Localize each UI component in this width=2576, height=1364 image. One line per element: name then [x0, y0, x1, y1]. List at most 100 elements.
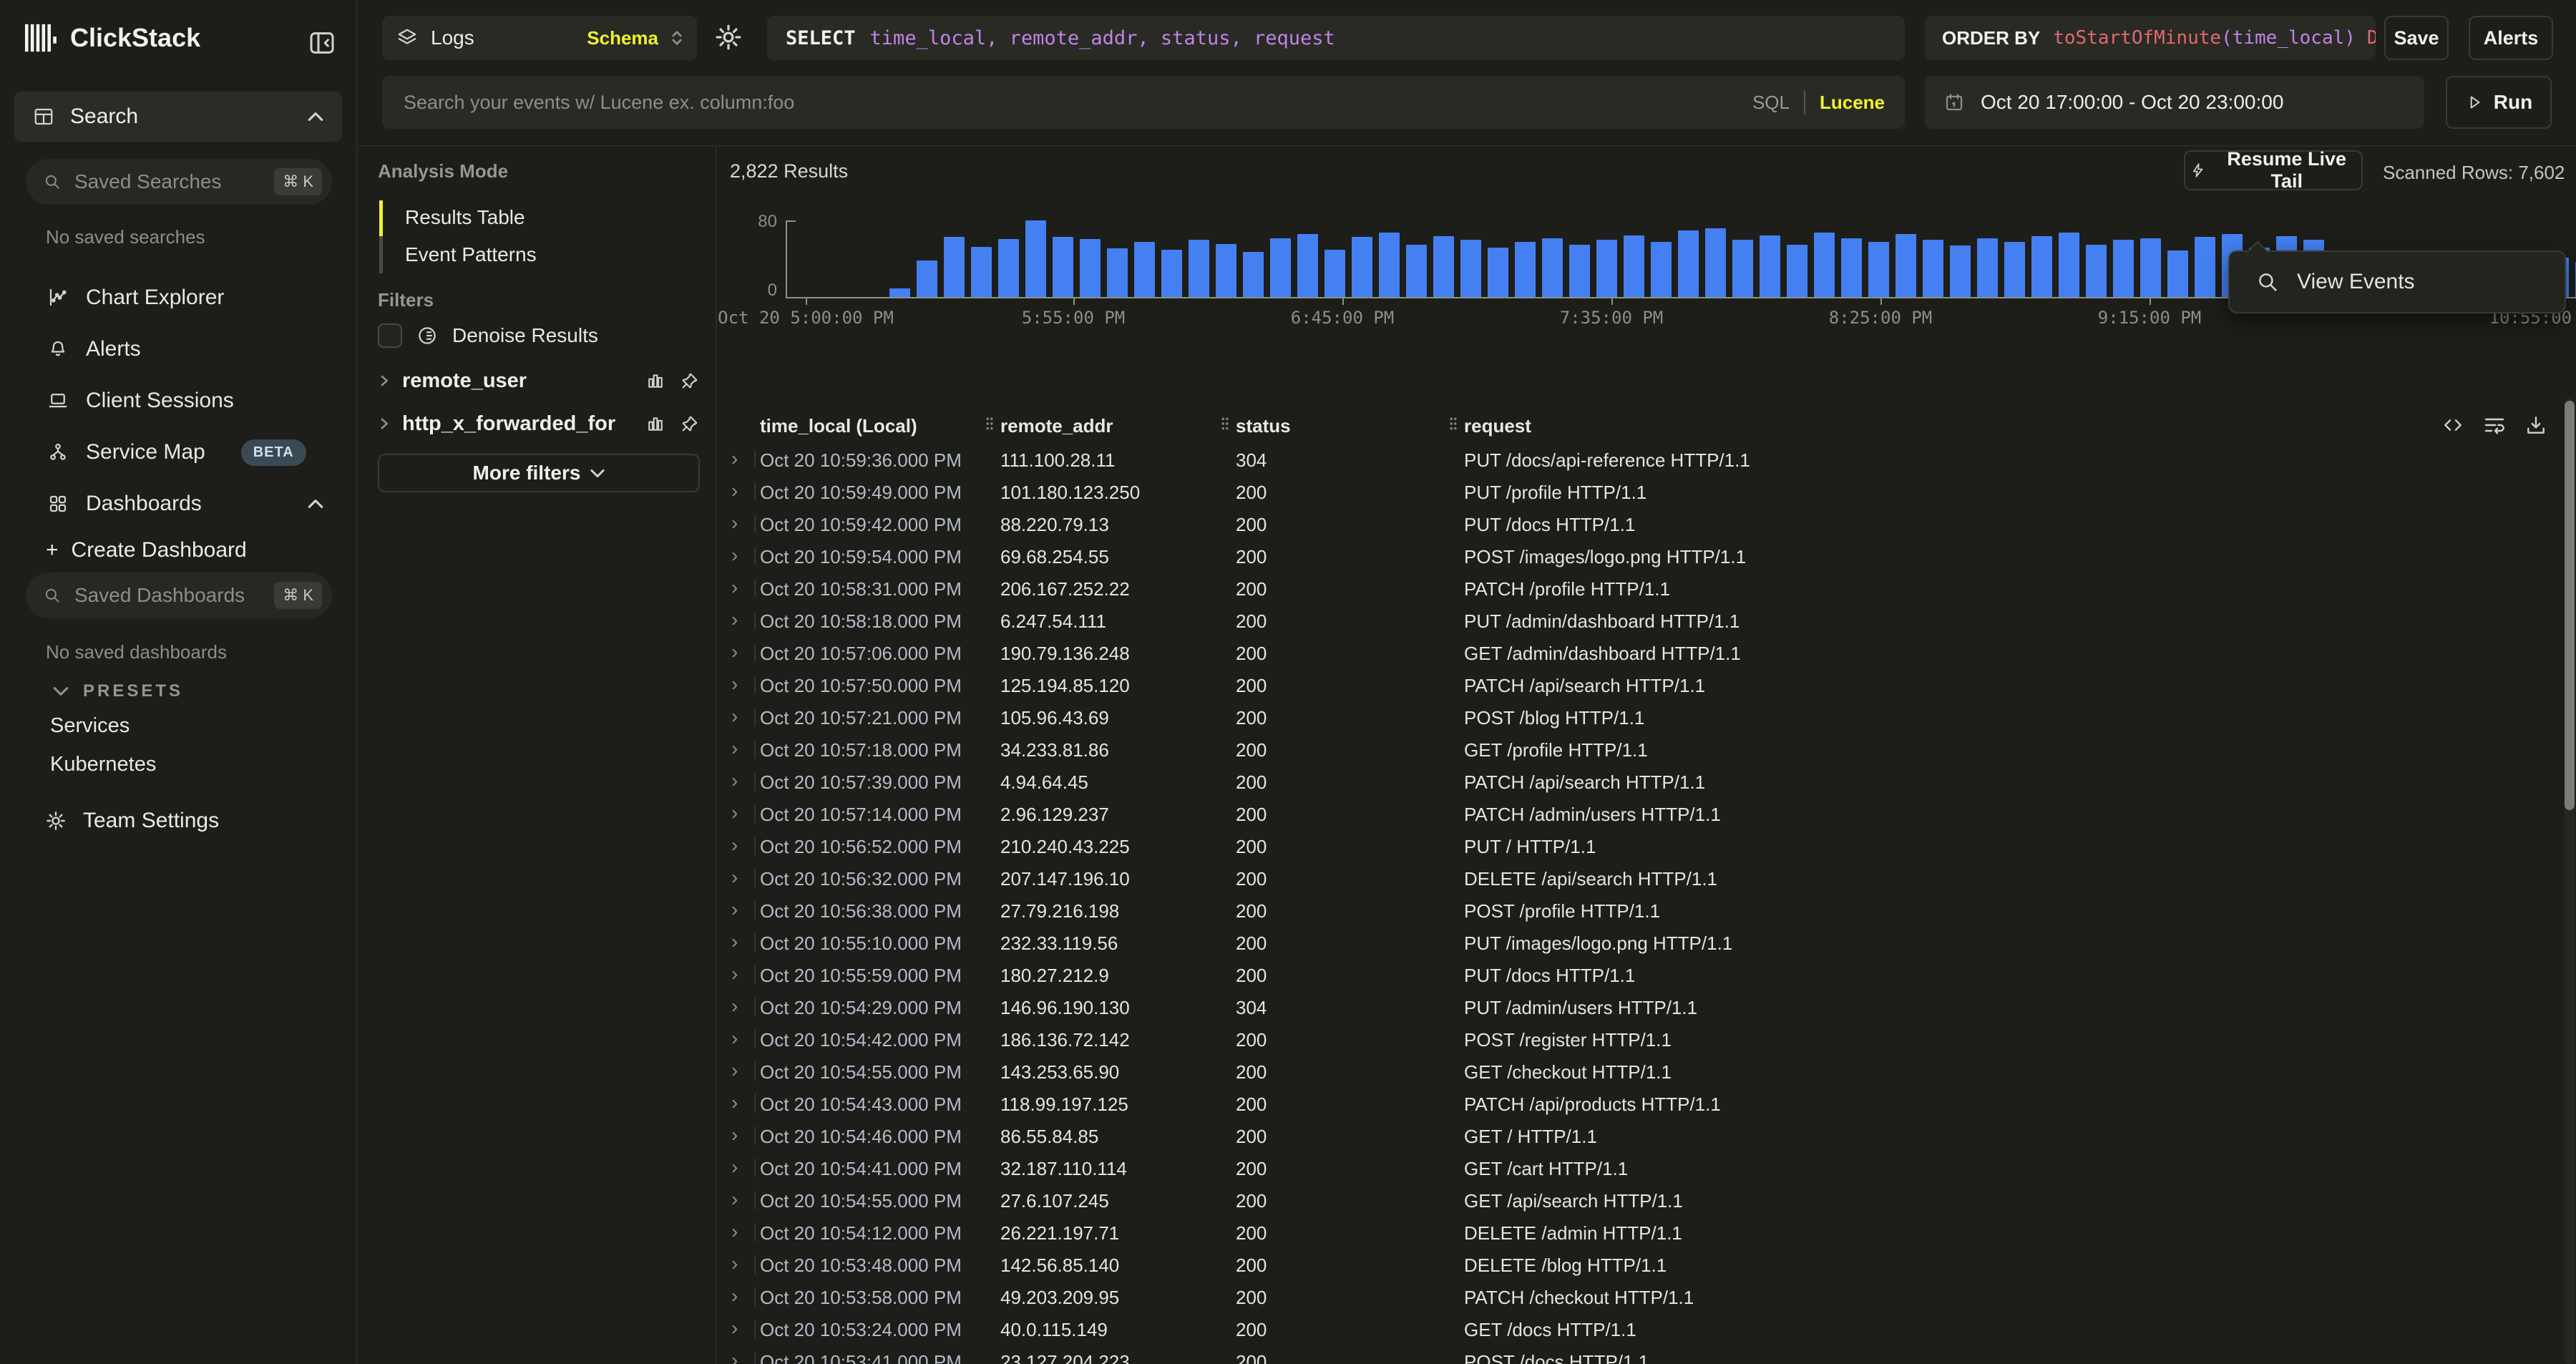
table-row[interactable]: › Oct 20 10:58:31.000 PM 206.167.252.22 … — [716, 573, 2576, 605]
sidebar-item-services[interactable]: Services — [50, 714, 130, 738]
mini-chart-icon[interactable] — [645, 371, 665, 391]
sidebar-item-service-map[interactable]: Service Map BETA — [14, 427, 342, 478]
drag-handle-icon[interactable] — [985, 416, 995, 431]
filter-field-http-x-forwarded-for[interactable]: http_x_forwarded_for — [378, 409, 700, 438]
row-expand-chevron[interactable]: › — [731, 1188, 738, 1211]
sidebar-item-kubernetes[interactable]: Kubernetes — [50, 753, 156, 776]
histogram-bar[interactable] — [1488, 248, 1508, 297]
table-row[interactable]: › Oct 20 10:54:55.000 PM 27.6.107.245 20… — [716, 1184, 2576, 1217]
table-row[interactable]: › Oct 20 10:57:21.000 PM 105.96.43.69 20… — [716, 701, 2576, 734]
row-expand-chevron[interactable]: › — [731, 640, 738, 663]
table-row[interactable]: › Oct 20 10:53:58.000 PM 49.203.209.95 2… — [716, 1281, 2576, 1313]
histogram-bar[interactable] — [1025, 220, 1046, 297]
histogram-bar[interactable] — [1868, 242, 1889, 297]
histogram-bar[interactable] — [1705, 228, 1726, 297]
sidebar-item-search[interactable]: Search — [14, 92, 342, 142]
histogram-bar[interactable] — [1460, 240, 1481, 297]
histogram-bar[interactable] — [1760, 235, 1780, 297]
resume-live-tail-button[interactable]: Resume Live Tail — [2184, 150, 2363, 190]
table-row[interactable]: › Oct 20 10:55:59.000 PM 180.27.212.9 20… — [716, 959, 2576, 991]
histogram-bar[interactable] — [1787, 245, 1807, 297]
histogram-bar[interactable] — [2195, 237, 2215, 297]
table-row[interactable]: › Oct 20 10:56:52.000 PM 210.240.43.225 … — [716, 830, 2576, 862]
column-header-time-local[interactable]: time_local (Local) — [760, 415, 917, 437]
source-select[interactable]: Logs Schema — [382, 16, 697, 60]
histogram-bar[interactable] — [1624, 235, 1644, 297]
table-row[interactable]: › Oct 20 10:57:14.000 PM 2.96.129.237 20… — [716, 798, 2576, 830]
download-icon[interactable] — [2524, 414, 2547, 437]
sidebar-collapse-icon[interactable] — [308, 29, 336, 57]
pin-icon[interactable] — [680, 414, 700, 434]
row-expand-chevron[interactable]: › — [731, 1285, 738, 1307]
order-by-input[interactable]: ORDER BY toStartOfMinute(time_local)D — [1925, 16, 2376, 60]
histogram-bar[interactable] — [1270, 238, 1291, 297]
histogram-bar[interactable] — [2113, 240, 2134, 297]
histogram-bar[interactable] — [1515, 242, 1536, 297]
search-input[interactable] — [402, 91, 1738, 115]
row-expand-chevron[interactable]: › — [731, 898, 738, 921]
histogram-bar[interactable] — [1134, 242, 1155, 297]
histogram-bar[interactable] — [2140, 238, 2161, 297]
table-row[interactable]: › Oct 20 10:54:43.000 PM 118.99.197.125 … — [716, 1088, 2576, 1120]
row-expand-chevron[interactable]: › — [731, 866, 738, 889]
row-expand-chevron[interactable]: › — [731, 1220, 738, 1243]
mode-lucene-toggle[interactable]: Lucene — [1820, 92, 1885, 114]
table-row[interactable]: › Oct 20 10:54:42.000 PM 186.136.72.142 … — [716, 1023, 2576, 1056]
saved-searches-search[interactable]: ⌘ K — [26, 159, 332, 205]
row-expand-chevron[interactable]: › — [731, 737, 738, 760]
histogram-bar[interactable] — [1080, 239, 1101, 297]
column-header-status[interactable]: status — [1236, 415, 1291, 437]
histogram-bar[interactable] — [1433, 236, 1454, 297]
saved-dashboards-search[interactable]: ⌘ K — [26, 573, 332, 618]
histogram-bar[interactable] — [1596, 240, 1617, 297]
more-filters-button[interactable]: More filters — [378, 454, 700, 492]
histogram-bar[interactable] — [1216, 244, 1236, 297]
mini-chart-icon[interactable] — [645, 414, 665, 434]
drag-handle-icon[interactable] — [1448, 416, 1458, 431]
row-expand-chevron[interactable]: › — [731, 930, 738, 953]
histogram-bar[interactable] — [1406, 245, 1427, 297]
histogram-bar[interactable] — [1189, 240, 1209, 297]
histogram-bar[interactable] — [1297, 234, 1318, 297]
table-row[interactable]: › Oct 20 10:56:38.000 PM 27.79.216.198 2… — [716, 895, 2576, 927]
histogram-bar[interactable] — [1732, 240, 1753, 297]
histogram-bar[interactable] — [1542, 238, 1563, 297]
row-expand-chevron[interactable]: › — [731, 963, 738, 985]
table-row[interactable]: › Oct 20 10:54:29.000 PM 146.96.190.130 … — [716, 991, 2576, 1023]
row-expand-chevron[interactable]: › — [731, 512, 738, 535]
code-view-icon[interactable] — [2441, 414, 2464, 437]
histogram-bar[interactable] — [1977, 238, 1998, 297]
histogram-bar[interactable] — [971, 247, 992, 297]
table-row[interactable]: › Oct 20 10:54:46.000 PM 86.55.84.85 200… — [716, 1120, 2576, 1152]
table-row[interactable]: › Oct 20 10:59:54.000 PM 69.68.254.55 20… — [716, 540, 2576, 573]
saved-dashboards-input[interactable] — [73, 583, 263, 608]
histogram-bar[interactable] — [1243, 252, 1264, 297]
histogram-bar[interactable] — [889, 288, 910, 297]
saved-searches-input[interactable] — [73, 170, 263, 194]
wrap-text-icon[interactable] — [2483, 414, 2506, 437]
histogram-bar[interactable] — [944, 237, 965, 297]
row-expand-chevron[interactable]: › — [731, 1027, 738, 1050]
run-button[interactable]: Run — [2446, 76, 2552, 129]
table-row[interactable]: › Oct 20 10:57:50.000 PM 125.194.85.120 … — [716, 669, 2576, 701]
column-header-remote-addr[interactable]: remote_addr — [1000, 415, 1113, 437]
table-row[interactable]: › Oct 20 10:59:42.000 PM 88.220.79.13 20… — [716, 508, 2576, 540]
histogram-bar[interactable] — [1324, 250, 1345, 297]
row-expand-chevron[interactable]: › — [731, 802, 738, 824]
sidebar-item-client-sessions[interactable]: Client Sessions — [14, 375, 342, 427]
pin-icon[interactable] — [680, 371, 700, 391]
table-row[interactable]: › Oct 20 10:54:55.000 PM 143.253.65.90 2… — [716, 1056, 2576, 1088]
row-expand-chevron[interactable]: › — [731, 1124, 738, 1146]
histogram-bar[interactable] — [1651, 242, 1672, 297]
table-row[interactable]: › Oct 20 10:54:41.000 PM 32.187.110.114 … — [716, 1152, 2576, 1184]
presets-section-toggle[interactable]: PRESETS — [53, 681, 183, 701]
row-expand-chevron[interactable]: › — [731, 673, 738, 696]
row-expand-chevron[interactable]: › — [731, 769, 738, 792]
row-expand-chevron[interactable]: › — [731, 1059, 738, 1082]
row-expand-chevron[interactable]: › — [731, 1349, 738, 1364]
sidebar-item-dashboards[interactable]: Dashboards — [14, 478, 342, 530]
row-expand-chevron[interactable]: › — [731, 544, 738, 567]
select-clause-input[interactable]: SELECT time_local, remote_addr, status, … — [767, 16, 1905, 60]
table-row[interactable]: › Oct 20 10:55:10.000 PM 232.33.119.56 2… — [716, 927, 2576, 959]
row-expand-chevron[interactable]: › — [731, 1091, 738, 1114]
